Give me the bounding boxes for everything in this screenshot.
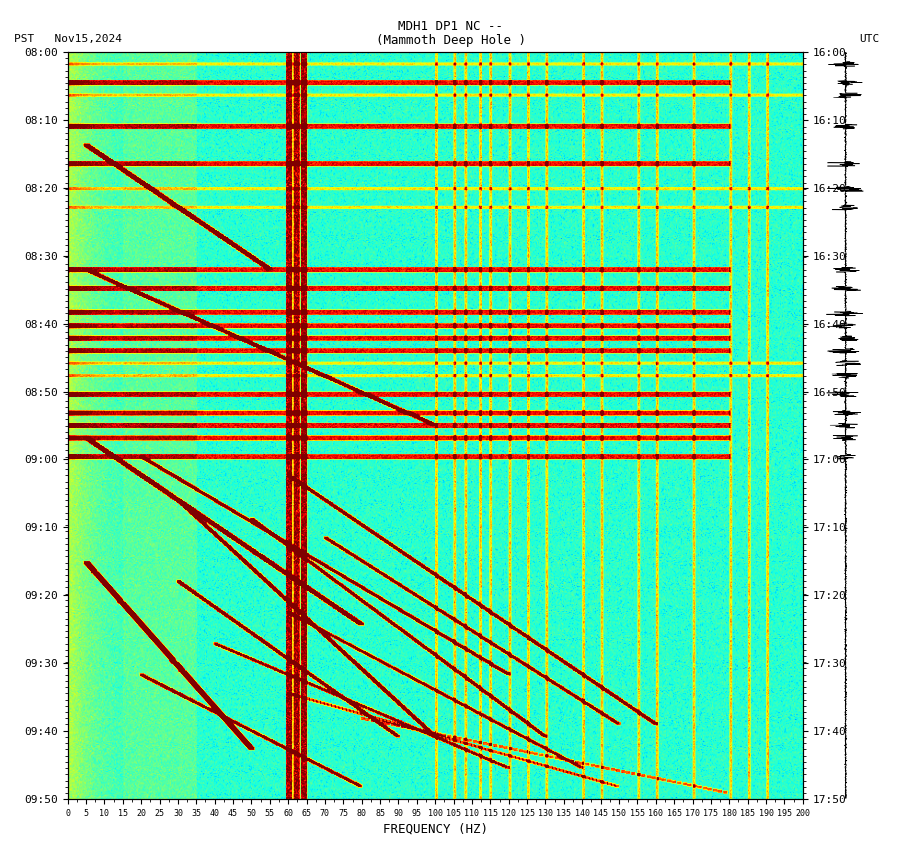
Text: UTC: UTC: [860, 34, 879, 44]
Text: PST   Nov15,2024: PST Nov15,2024: [14, 34, 122, 44]
Text: MDH1 DP1 NC --: MDH1 DP1 NC --: [399, 20, 503, 33]
Text: (Mammoth Deep Hole ): (Mammoth Deep Hole ): [376, 34, 526, 47]
X-axis label: FREQUENCY (HZ): FREQUENCY (HZ): [382, 822, 488, 835]
